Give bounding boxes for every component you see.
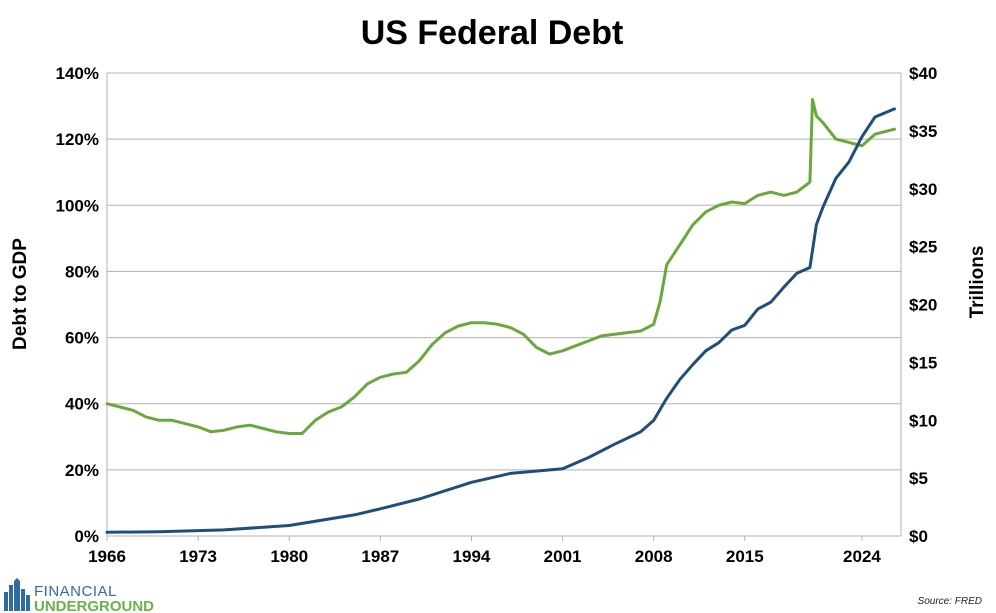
chart-title: US Federal Debt — [361, 14, 624, 52]
y-axis-title: Debt to GDP — [10, 238, 31, 350]
source-note: Source: FRED — [918, 596, 982, 607]
financial-underground-logo: FINANCIAL UNDERGROUND — [4, 578, 158, 613]
series-group — [105, 98, 896, 534]
y-tick-label: 40% — [65, 395, 99, 414]
y-tick-label: 100% — [56, 196, 99, 215]
y2-axis-title: Trillions — [967, 246, 988, 319]
y-tick-label: 80% — [65, 262, 99, 281]
y2-tick-label: $35 — [909, 122, 937, 141]
logo-text-top: FINANCIAL — [34, 583, 117, 600]
logo-text-bottom: UNDERGROUND — [34, 598, 154, 613]
x-tick-label: 2008 — [635, 547, 673, 566]
y2-tick-label: $10 — [909, 411, 937, 430]
y-tick-label: 60% — [65, 329, 99, 348]
right-axis-ticks: $0 $5 $10 $15 $20 $25 $30 $35 $40 — [909, 64, 937, 546]
series-line-debt-to-gdp — [105, 98, 896, 435]
y2-tick-label: $30 — [909, 180, 937, 199]
y2-tick-label: $15 — [909, 353, 937, 372]
x-tick-label: 2015 — [726, 547, 764, 566]
y-tick-label: 20% — [65, 461, 99, 480]
series-line-debt-trillions — [105, 107, 896, 534]
y2-tick-label: $0 — [909, 527, 928, 546]
y-tick-label: 120% — [56, 130, 99, 149]
left-axis-ticks: 0% 20% 40% 60% 80% 100% 120% 140% — [56, 64, 99, 546]
x-tick-label: 1994 — [453, 547, 491, 566]
x-tick-label: 1973 — [179, 547, 217, 566]
x-tick-label: 1987 — [361, 547, 399, 566]
y2-tick-label: $40 — [909, 64, 937, 83]
x-tick-label: 2024 — [843, 547, 881, 566]
y-tick-label: 140% — [56, 64, 99, 83]
x-tick-label: 1980 — [270, 547, 308, 566]
gridlines — [106, 72, 902, 537]
x-tick-label: 1966 — [88, 547, 126, 566]
skyline-icon — [4, 578, 30, 611]
y2-tick-label: $5 — [909, 469, 928, 488]
y-tick-label: 0% — [74, 527, 99, 546]
x-tick-label: 2001 — [544, 547, 582, 566]
y2-tick-label: $25 — [909, 238, 937, 257]
x-axis-ticks: 1966 1973 1980 1987 1994 2001 2008 2015 2024 — [88, 536, 881, 566]
y2-tick-label: $20 — [909, 296, 937, 315]
